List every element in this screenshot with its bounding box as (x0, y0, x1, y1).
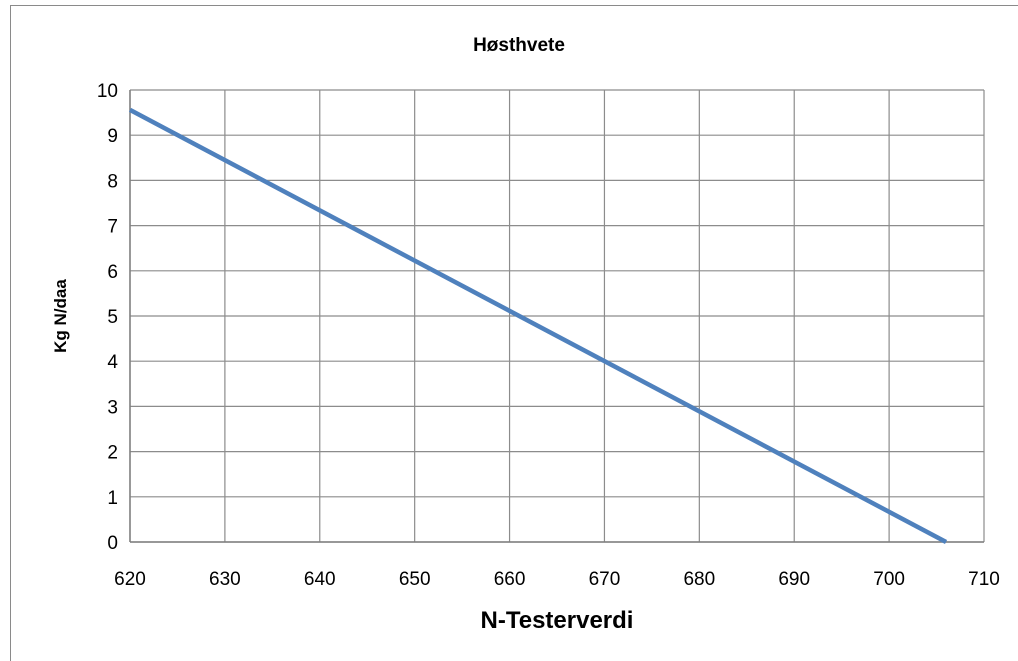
x-tick-label: 690 (778, 569, 810, 590)
y-axis-label: Kg N/daa (51, 279, 70, 353)
y-tick-label: 7 (107, 217, 118, 238)
series-line (128, 107, 948, 544)
y-axis-ticks: 0 1 2 3 4 5 6 7 8 9 10 (97, 81, 119, 554)
x-axis-label: N-Testerverdi (481, 607, 634, 634)
y-tick-label: 8 (107, 171, 118, 192)
x-tick-label: 710 (968, 569, 1000, 590)
y-tick-label: 4 (107, 352, 118, 373)
y-tick-label: 2 (107, 443, 118, 464)
x-tick-label: 640 (304, 569, 336, 590)
x-tick-label: 630 (209, 569, 241, 590)
chart-frame (10, 5, 1018, 661)
chart-title: Høsthvete (473, 35, 565, 56)
y-tick-label: 0 (107, 533, 118, 554)
x-tick-label: 670 (589, 569, 621, 590)
x-axis-ticks: 620 630 640 650 660 670 680 690 700 710 (114, 569, 1000, 590)
x-tick-label: 620 (114, 569, 146, 590)
y-tick-label: 1 (107, 488, 118, 509)
gridlines (129, 89, 985, 543)
y-tick-label: 3 (107, 397, 118, 418)
y-tick-label: 5 (107, 307, 118, 328)
y-tick-label: 10 (97, 81, 118, 102)
x-tick-label: 660 (494, 569, 526, 590)
y-tick-label: 9 (107, 126, 118, 147)
data-series (128, 107, 948, 544)
x-tick-label: 700 (873, 569, 905, 590)
x-tick-label: 680 (683, 569, 715, 590)
x-tick-label: 650 (399, 569, 431, 590)
y-tick-label: 6 (107, 262, 118, 283)
